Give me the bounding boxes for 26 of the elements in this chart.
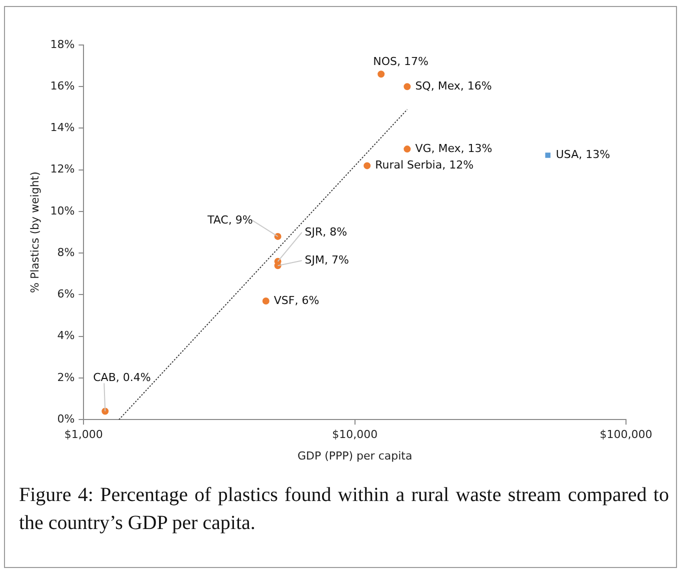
y-tick-label: 6%	[57, 288, 75, 301]
annotation: TAC, 9%	[206, 213, 253, 226]
y-tick-label: 0%	[57, 412, 75, 426]
y-tick-label: 16%	[50, 79, 75, 92]
y-tick-label: 18%	[50, 38, 75, 51]
annotation: VSF, 6%	[274, 294, 320, 307]
y-tick-label: 14%	[50, 121, 75, 134]
annotation: VG, Mex, 13%	[415, 142, 492, 155]
caption: Figure 4: Percentage of plastics found within a rural waste stream compared to the country’s GDP per capita.	[19, 483, 669, 536]
y-tick-label: 8%	[57, 246, 75, 259]
x-tick-label: $1,000	[64, 428, 103, 442]
y-axis-title: % Plastics (by weight)	[28, 172, 42, 294]
annotation: NOS, 17%	[373, 54, 428, 68]
annotation: SJR, 8%	[304, 225, 348, 238]
annotation: SJM, 7%	[304, 253, 349, 266]
annotation: USA, 13%	[556, 148, 610, 162]
y-tick-label: 4%	[57, 329, 75, 342]
annotation: SQ, Mex, 16%	[415, 79, 492, 92]
x-tick-label: $10,000	[332, 428, 378, 442]
y-tick-label: 12%	[50, 162, 75, 176]
x-axis-title: GDP (PPP) per capita	[297, 449, 412, 462]
annotation: Rural Serbia, 12%	[375, 158, 474, 172]
y-tick-label: 10%	[50, 204, 75, 218]
y-tick-label: 2%	[57, 370, 75, 384]
x-tick-label: $100,000	[600, 428, 652, 442]
annotation: CAB, 0.4%	[93, 371, 151, 384]
